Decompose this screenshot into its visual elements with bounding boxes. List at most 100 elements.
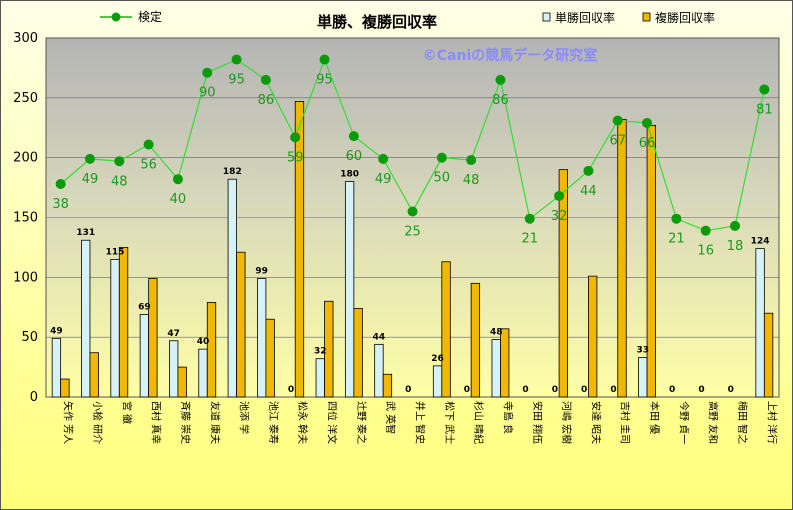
bar-tansho-label: 26 bbox=[431, 354, 444, 364]
bar-fukusho bbox=[324, 300, 334, 398]
bar-fukusho bbox=[236, 251, 246, 398]
bar-tansho bbox=[51, 337, 62, 398]
bar-tansho-label: 44 bbox=[373, 332, 386, 342]
legend-bar1-label: 単勝回収率 bbox=[555, 10, 615, 25]
bar-fukusho bbox=[206, 302, 217, 398]
kentei-marker bbox=[436, 152, 447, 163]
bar-tansho bbox=[256, 278, 267, 398]
bar-tansho-label: 47 bbox=[167, 329, 180, 339]
bar-tansho-label: 0 bbox=[405, 385, 411, 395]
bar-tansho bbox=[227, 178, 237, 398]
kentei-value-label: 81 bbox=[756, 102, 773, 117]
bar-tansho-label: 48 bbox=[490, 328, 503, 338]
bar-tansho bbox=[638, 357, 648, 398]
kentei-line: 38 49 48 56 40 90 95 86 59 95 60 49 25 50 48 86 21 32 44 67… bbox=[52, 54, 773, 259]
gridlines bbox=[46, 97, 779, 338]
bar-fukusho bbox=[148, 278, 158, 398]
kentei-marker bbox=[583, 165, 594, 176]
x-category-label: 本田 優 bbox=[648, 401, 661, 434]
y-tick-label: 100 bbox=[13, 270, 38, 285]
bar-tansho-label: 40 bbox=[197, 337, 210, 347]
bar-tansho bbox=[198, 348, 208, 398]
x-category-label: 杉山 晴紀 bbox=[472, 401, 485, 444]
kentei-value-label: 56 bbox=[140, 158, 157, 173]
x-category-label: 矢作 芳人 bbox=[62, 401, 75, 444]
x-category-label: 井上 智史 bbox=[414, 401, 427, 444]
y-axis: 0 50 100 150 200 250 300 bbox=[13, 31, 38, 405]
bar-fukusho bbox=[353, 308, 363, 398]
kentei-marker bbox=[642, 117, 653, 128]
y-tick-label: 250 bbox=[13, 91, 38, 106]
bar-tansho bbox=[169, 340, 179, 398]
kentei-value-label: 59 bbox=[287, 150, 304, 165]
bar-tansho-label: 182 bbox=[223, 167, 242, 177]
kentei-marker bbox=[231, 54, 242, 65]
kentei-value-label: 60 bbox=[346, 149, 363, 164]
bar-tansho bbox=[432, 365, 443, 398]
x-category-label: 上村 洋行 bbox=[765, 401, 778, 444]
bar-fukusho bbox=[60, 378, 70, 398]
legend-bar1-swatch bbox=[542, 12, 551, 22]
y-tick-label: 0 bbox=[30, 390, 38, 405]
x-category-label: 寺島 良 bbox=[501, 401, 514, 434]
kentei-marker bbox=[700, 225, 711, 236]
kentei-value-label: 48 bbox=[111, 174, 128, 189]
kentei-value-label: 25 bbox=[404, 225, 421, 240]
x-category-label: 松下 武士 bbox=[443, 401, 456, 444]
bar-fukusho bbox=[470, 282, 481, 398]
kentei-value-label: 38 bbox=[52, 197, 69, 212]
kentei-value-label: 18 bbox=[727, 239, 744, 254]
bar-tansho-label: 49 bbox=[50, 326, 63, 336]
kentei-marker bbox=[524, 213, 535, 224]
bar-tansho-label: 99 bbox=[255, 267, 268, 277]
x-category-label: 安達 昭夫 bbox=[589, 401, 602, 444]
y-tick-label: 200 bbox=[13, 151, 38, 166]
kentei-marker bbox=[84, 153, 95, 164]
bar-tansho bbox=[110, 258, 120, 398]
kentei-value-label: 49 bbox=[82, 172, 99, 187]
bar-tansho-label: 0 bbox=[552, 385, 558, 395]
x-axis-labels: 矢作 芳人 小桧 研介 宮 徹 西村 真幸 斉藤 崇史 友道 康夫 池添 学 池江 泰寿 松永 … bbox=[62, 401, 779, 444]
kentei-marker bbox=[466, 155, 477, 166]
kentei-marker bbox=[290, 132, 301, 143]
kentei-marker bbox=[554, 190, 565, 201]
x-category-label: 河嶋 宏樹 bbox=[560, 401, 573, 444]
x-category-label: 小桧 研介 bbox=[91, 401, 104, 444]
kentei-value-label: 90 bbox=[199, 86, 216, 101]
kentei-marker bbox=[495, 74, 506, 85]
bar-fukusho bbox=[558, 169, 568, 398]
bar-tansho-label: 0 bbox=[610, 385, 616, 395]
kentei-value-label: 66 bbox=[639, 136, 656, 151]
x-category-label: 辻野 泰之 bbox=[355, 401, 368, 444]
x-category-label: 高野 友和 bbox=[707, 401, 720, 444]
bar-tansho-label: 0 bbox=[698, 385, 704, 395]
kentei-value-label: 21 bbox=[668, 232, 685, 247]
kentei-marker bbox=[407, 206, 418, 217]
kentei-marker bbox=[378, 153, 389, 164]
kentei-value-label: 67 bbox=[609, 134, 626, 149]
x-category-label: 斉藤 崇史 bbox=[179, 401, 192, 444]
bar-tansho-label: 69 bbox=[138, 302, 151, 312]
kentei-marker bbox=[759, 84, 770, 95]
bar-tansho-label: 131 bbox=[76, 228, 95, 238]
kentei-value-label: 95 bbox=[228, 73, 245, 88]
x-category-label: 四位 洋文 bbox=[326, 401, 339, 444]
kentei-value-label: 50 bbox=[434, 171, 451, 186]
x-category-label: 西村 真幸 bbox=[150, 401, 163, 444]
kentei-marker bbox=[114, 156, 125, 167]
bar-fukusho bbox=[588, 275, 598, 398]
bar-tansho bbox=[315, 358, 325, 398]
x-category-label: 池添 学 bbox=[238, 401, 251, 434]
x-category-label: 武 英智 bbox=[384, 401, 397, 434]
x-category-label: 松永 幹夫 bbox=[296, 401, 309, 444]
x-category-label: 梅田 智之 bbox=[736, 401, 749, 444]
bar-tansho bbox=[755, 248, 765, 398]
bar-tansho-label: 115 bbox=[106, 247, 125, 257]
legend: 検定 単勝回収率 複勝回収率 bbox=[100, 9, 715, 25]
kentei-marker bbox=[260, 74, 271, 85]
bar-tansho-label: 0 bbox=[669, 385, 675, 395]
watermark: ©Caniの競馬データ研究室 bbox=[423, 47, 598, 64]
kentei-value-label: 21 bbox=[522, 232, 539, 247]
kentei-marker bbox=[143, 139, 154, 150]
